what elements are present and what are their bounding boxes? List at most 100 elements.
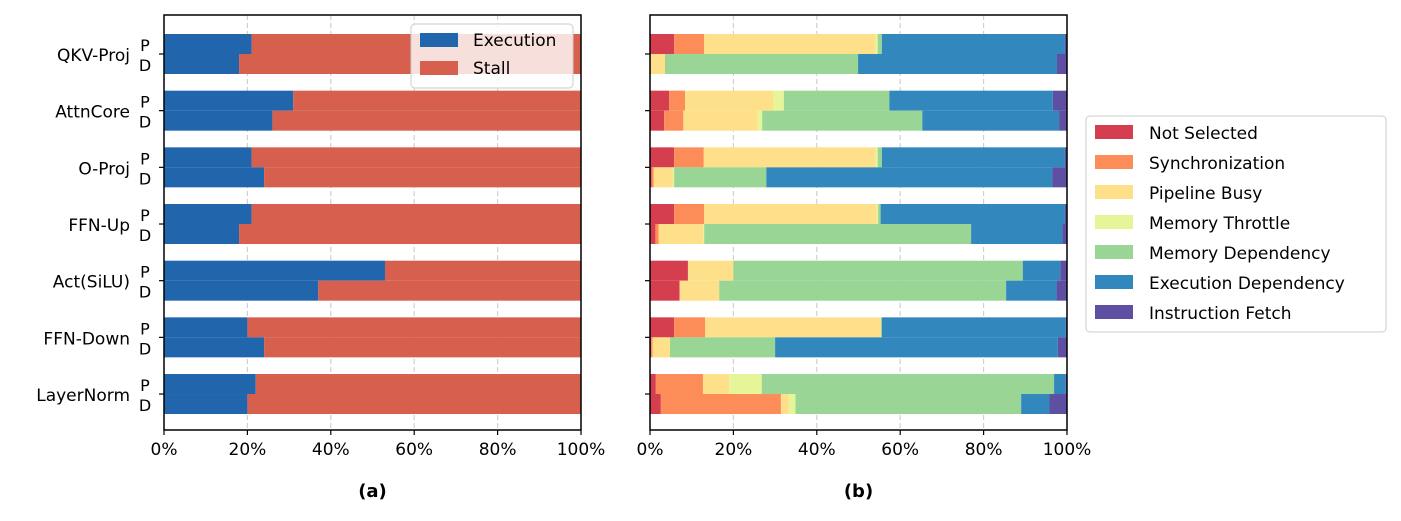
bar-memory-throttle [729, 374, 762, 395]
legend-b: Not Selected Synchronization Pipeline Busy… [1085, 115, 1387, 333]
bar-execution [164, 317, 248, 338]
bar-instruction-fetch [1062, 224, 1067, 245]
bar-execution [164, 167, 265, 188]
bar-memory-throttle [876, 204, 879, 225]
bar-execution-dependency [889, 90, 1053, 111]
bar-memory-throttle [875, 147, 878, 168]
bar-execution [164, 280, 319, 301]
bar-memory-dependency [795, 394, 1022, 415]
bar-memory-dependency [878, 204, 881, 225]
bar-memory-throttle [672, 167, 675, 188]
legend-label: Pipeline Busy [1149, 184, 1262, 204]
x-tick-label: 20% [715, 440, 753, 460]
bar-stall [293, 90, 581, 111]
x-tick-label: 40% [312, 440, 350, 460]
legend-label: Execution Dependency [1149, 274, 1345, 294]
bar-execution [164, 394, 248, 415]
bar-execution [164, 90, 294, 111]
bar-execution-dependency [775, 337, 1058, 358]
bar-not-selected [650, 147, 675, 168]
bar-memory-dependency [881, 317, 882, 338]
legend-label: Not Selected [1149, 124, 1258, 144]
bar-not-selected [650, 317, 675, 338]
sub-label: P [140, 93, 150, 112]
legend-swatch [1095, 185, 1133, 199]
bar-not-selected [650, 394, 661, 415]
bar-synchronization [655, 374, 703, 395]
sub-label: P [140, 319, 150, 338]
legend-swatch [1095, 245, 1133, 259]
bar-not-selected [650, 204, 675, 225]
bar-memory-dependency [762, 110, 923, 131]
bar-memory-dependency [670, 337, 776, 358]
sub-label: P [140, 206, 150, 225]
x-tick-label: 80% [479, 440, 517, 460]
bar-stall [247, 394, 581, 415]
bar-execution-dependency [1021, 394, 1050, 415]
bar-instruction-fetch [1059, 110, 1068, 131]
bar-execution-dependency [881, 147, 1065, 168]
bar-pipeline-busy [780, 394, 789, 415]
bar-execution [164, 337, 265, 358]
legend-label: Synchronization [1149, 154, 1285, 174]
bar-stall [385, 260, 581, 281]
legend-a: Execution Stall [410, 23, 574, 89]
category-label: O-Proj [78, 159, 130, 179]
bar-memory-dependency [733, 260, 1023, 281]
bar-instruction-fetch [1056, 54, 1067, 74]
x-tick-label: 100% [1043, 440, 1092, 460]
bar-stall [264, 337, 581, 358]
bar-instruction-fetch [1056, 280, 1067, 301]
bar-execution-dependency [922, 110, 1060, 131]
bar-synchronization [651, 167, 654, 188]
bar-stall [251, 147, 581, 168]
bar-execution-dependency [881, 34, 1065, 54]
bar-execution [164, 34, 252, 54]
x-tick-label: 60% [881, 440, 919, 460]
bar-execution [164, 260, 386, 281]
sub-label: P [140, 36, 150, 55]
bar-execution-dependency [1006, 280, 1057, 301]
sub-label: D [139, 169, 151, 188]
bar-pipeline-busy [653, 167, 673, 188]
bar-memory-dependency [704, 224, 972, 245]
bar-execution-dependency [1054, 374, 1066, 395]
legend-label: Execution [473, 31, 556, 51]
axes-frame [163, 14, 582, 431]
bar-not-selected [650, 110, 665, 131]
panel-b: 0% 20% 40% 60% 80% 100% (b) [637, 14, 1092, 502]
bar-synchronization [664, 110, 684, 131]
bar-pipeline-busy [652, 337, 671, 358]
bar-execution-dependency [858, 54, 1057, 74]
bar-instruction-fetch [1052, 90, 1067, 111]
bar-synchronization [669, 90, 686, 111]
bar-execution [164, 374, 256, 395]
x-tick-label: 0% [151, 440, 178, 460]
bar-memory-throttle [773, 90, 784, 111]
bar-memory-dependency [877, 34, 882, 54]
bar-not-selected [650, 280, 680, 301]
bar-pipeline-busy [683, 110, 758, 131]
category-label: FFN-Down [43, 329, 130, 349]
bar-stall [247, 317, 581, 338]
bar-memory-dependency [877, 147, 882, 168]
bar-execution [164, 110, 273, 131]
bar-execution [164, 204, 252, 225]
bar-pipeline-busy [702, 374, 730, 395]
bar-pipeline-busy [704, 34, 876, 54]
bar-not-selected [650, 374, 656, 395]
bar-memory-throttle [875, 34, 878, 54]
bar-execution-dependency [880, 204, 1065, 225]
bar-not-selected [650, 224, 656, 245]
bar-stall [318, 280, 581, 301]
bar-synchronization [674, 204, 705, 225]
category-label: LayerNorm [36, 386, 130, 406]
bar-stall [251, 204, 581, 225]
bar-instruction-fetch [1049, 394, 1067, 415]
bar-memory-throttle [703, 224, 705, 245]
sub-label: D [139, 339, 151, 358]
x-tick-label: 100% [557, 440, 606, 460]
sub-label: D [139, 396, 151, 415]
bar-memory-dependency [665, 54, 859, 74]
